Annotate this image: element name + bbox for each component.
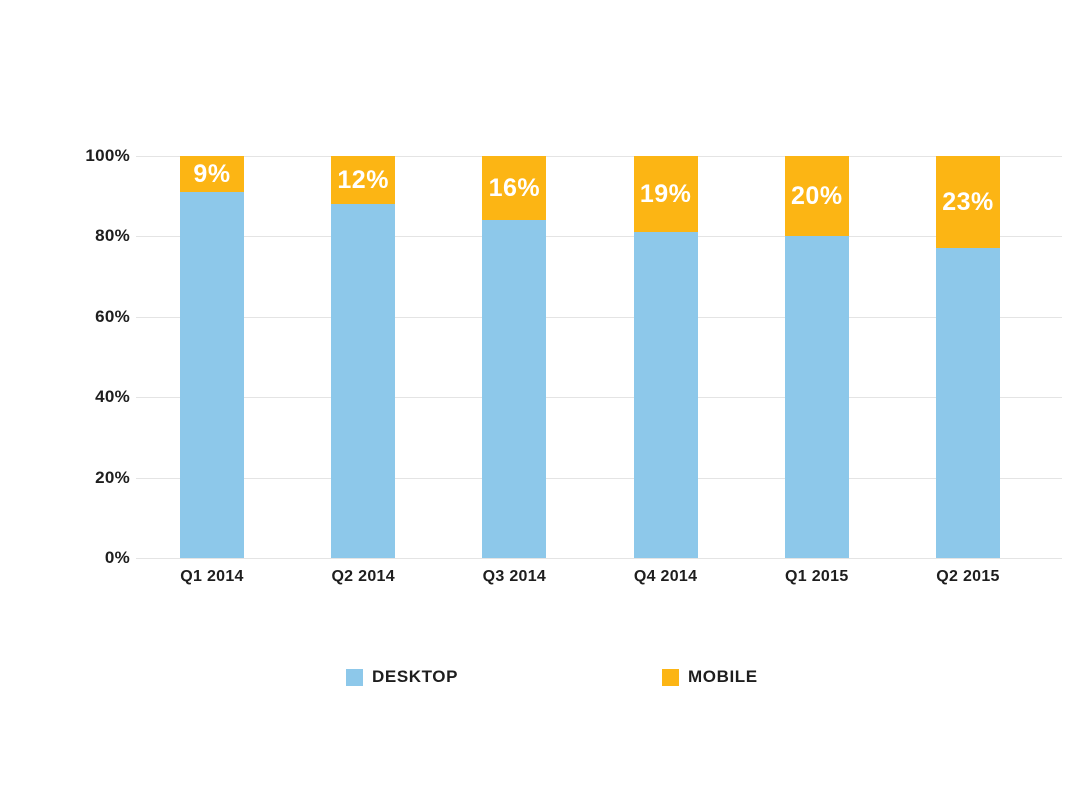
y-axis-tick-label: 40% xyxy=(95,387,130,407)
gridline-20 xyxy=(136,477,1062,479)
bar-segment-desktop xyxy=(784,236,849,558)
bar-q4-2014: 19% xyxy=(633,156,698,558)
gridline-100 xyxy=(136,156,1062,157)
bar-segment-mobile: 19% xyxy=(633,156,698,233)
bar-q2-2014: 12% xyxy=(331,156,396,558)
y-axis-tick-label: 80% xyxy=(95,226,130,246)
gridline-40 xyxy=(136,397,1062,399)
x-axis-category-label: Q1 2015 xyxy=(785,568,849,585)
bar-value-label: 19% xyxy=(639,179,692,208)
x-axis-category-label: Q3 2014 xyxy=(482,568,547,585)
plot-area: 9% 12% 16% 19% 20% 23% xyxy=(136,156,1062,559)
legend-color-swatch-icon xyxy=(346,668,363,686)
bar-segment-mobile: 20% xyxy=(784,156,849,237)
x-axis-category-label: Q4 2014 xyxy=(633,568,698,585)
bar-segment-desktop xyxy=(633,232,698,558)
bar-segment-desktop xyxy=(936,248,1000,558)
bar-value-label: 9% xyxy=(193,159,231,188)
bar-segment-desktop xyxy=(482,220,547,558)
legend-item-mobile: MOBILE xyxy=(662,667,758,686)
bar-value-label: 23% xyxy=(942,187,994,216)
bar-segment-desktop xyxy=(180,192,244,558)
bar-q2-2015: 23% xyxy=(936,156,1000,558)
y-axis-tick-label: 0% xyxy=(104,548,130,567)
bar-q1-2014: 9% xyxy=(180,156,244,558)
bar-q3-2014: 16% xyxy=(482,156,547,558)
x-axis-category-label: Q2 2015 xyxy=(936,568,1000,585)
bar-segment-mobile: 16% xyxy=(482,156,547,221)
y-axis-tick-label: 100% xyxy=(85,146,130,165)
legend-color-swatch-icon xyxy=(662,668,679,686)
bar-segment-mobile: 23% xyxy=(936,156,1000,249)
bar-q1-2015: 20% xyxy=(784,156,849,558)
bar-value-label: 12% xyxy=(337,165,389,194)
bar-segment-mobile: 12% xyxy=(331,156,396,205)
gridline-80 xyxy=(136,236,1062,238)
gridline-0 xyxy=(136,558,1062,559)
bar-value-label: 16% xyxy=(488,173,541,202)
legend-item-desktop: DESKTOP xyxy=(346,667,459,686)
legend-label: MOBILE xyxy=(688,667,758,686)
y-axis-tick-label: 20% xyxy=(95,467,130,487)
x-axis-category-label: Q2 2014 xyxy=(331,568,395,585)
y-axis-tick-label: 60% xyxy=(95,306,130,326)
bar-segment-mobile: 9% xyxy=(180,156,244,193)
bar-segment-desktop xyxy=(331,204,396,558)
bar-value-label: 20% xyxy=(791,181,843,210)
x-axis-category-label: Q1 2014 xyxy=(180,568,244,585)
legend-label: DESKTOP xyxy=(372,667,459,686)
gridline-60 xyxy=(136,316,1062,318)
